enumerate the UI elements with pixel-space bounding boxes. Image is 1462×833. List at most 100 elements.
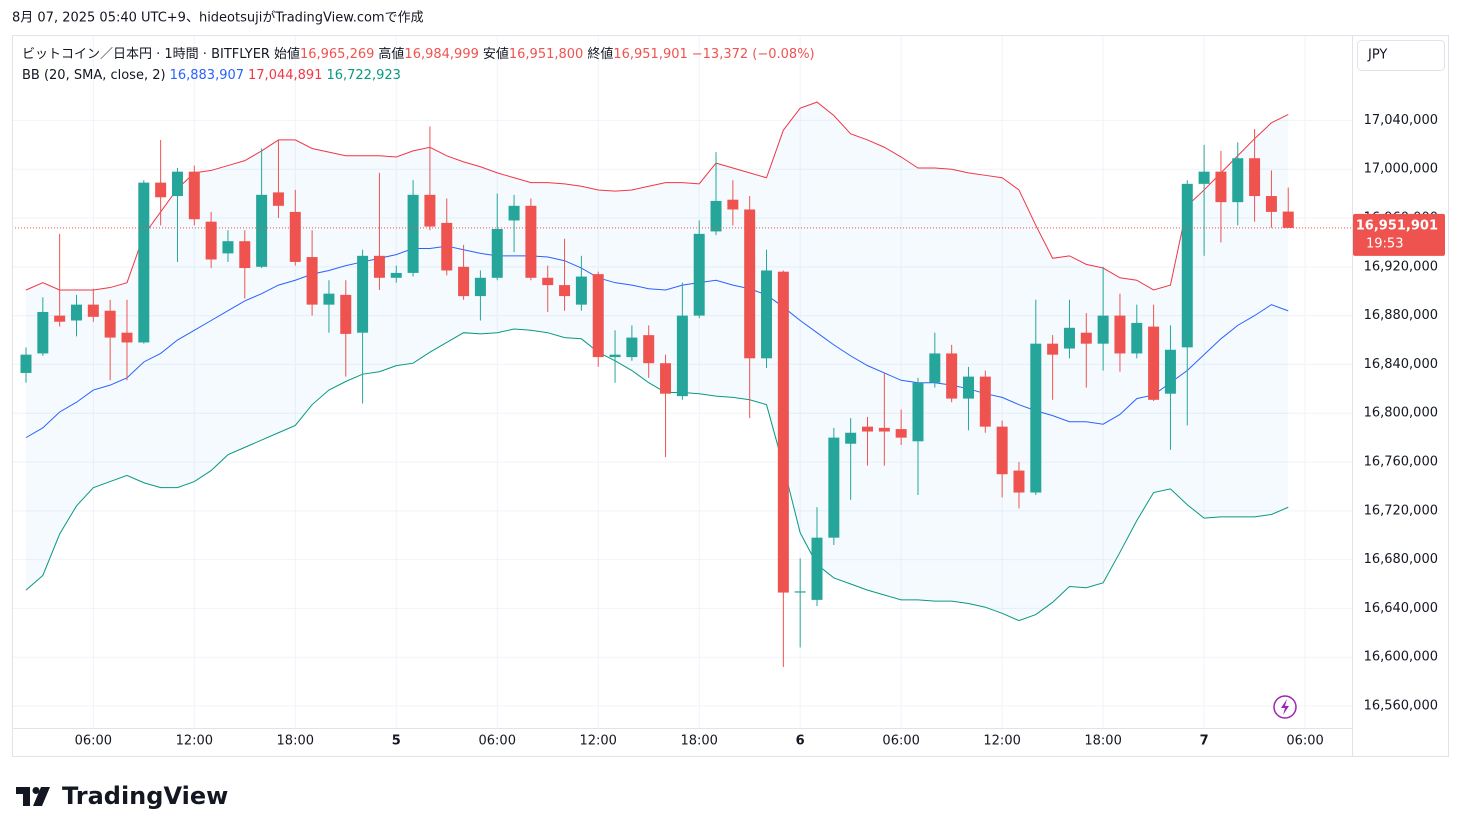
candle-body bbox=[104, 310, 116, 338]
chart-frame bbox=[12, 35, 1449, 757]
candle-body bbox=[895, 429, 907, 438]
alert-bolt[interactable] bbox=[1281, 699, 1289, 715]
price-tag-countdown: 19:53 bbox=[1366, 236, 1403, 251]
ohlc-change: −13,372 (−0.08%) bbox=[691, 47, 815, 62]
candle-body bbox=[761, 270, 773, 359]
brand-logo bbox=[16, 787, 50, 806]
candle-body bbox=[592, 274, 604, 358]
x-tick-label: 18:00 bbox=[680, 734, 717, 749]
candle-body bbox=[1215, 171, 1227, 203]
bands-value: 17,044,891 bbox=[248, 68, 323, 83]
candle-body bbox=[542, 277, 554, 286]
ohlc-value: 16,965,269 bbox=[299, 47, 375, 62]
candle-body bbox=[962, 376, 974, 399]
y-tick-label: 16,920,000 bbox=[1364, 259, 1438, 274]
band-line bbox=[25, 101, 1289, 291]
candle-body bbox=[996, 426, 1008, 475]
x-tick-label: 18:00 bbox=[277, 734, 314, 749]
price-tag bbox=[1353, 213, 1445, 256]
candle-body bbox=[862, 426, 873, 432]
candle-body bbox=[1047, 343, 1059, 355]
candle-body bbox=[239, 241, 251, 269]
currency-button[interactable] bbox=[1357, 40, 1445, 71]
candle-body bbox=[828, 437, 840, 538]
candle-body bbox=[744, 209, 756, 359]
y-tick-label: 16,640,000 bbox=[1364, 601, 1438, 616]
x-tick-label: 06:00 bbox=[1286, 734, 1323, 749]
y-tick-label: 17,040,000 bbox=[1364, 113, 1438, 128]
candle-body bbox=[272, 192, 284, 206]
x-tick-label: 7 bbox=[1200, 734, 1209, 749]
candle-body bbox=[188, 171, 200, 220]
candle-body bbox=[441, 222, 453, 271]
x-tick-label: 06:00 bbox=[479, 734, 516, 749]
candle-body bbox=[155, 182, 167, 198]
candle-body bbox=[256, 194, 268, 267]
y-tick-label: 16,600,000 bbox=[1364, 650, 1438, 665]
candle-body bbox=[912, 382, 924, 442]
candle-body bbox=[458, 266, 470, 297]
bands-value: 16,883,907 bbox=[169, 68, 245, 83]
candle-body bbox=[1114, 315, 1126, 354]
candle-body bbox=[373, 255, 385, 278]
candle-body bbox=[1249, 158, 1261, 197]
candle-body bbox=[1265, 196, 1277, 212]
candle-body bbox=[474, 277, 486, 297]
brand-name: TradingView bbox=[62, 782, 228, 810]
x-tick-label: 6 bbox=[796, 734, 805, 749]
candle-body bbox=[121, 332, 133, 343]
candle-body bbox=[222, 241, 234, 254]
bands-label: BB (20, SMA, close, 2) bbox=[22, 68, 166, 83]
candle-body bbox=[424, 194, 436, 227]
ohlc-label: 安値 bbox=[482, 47, 509, 62]
ohlc-value: 16,951,901 bbox=[613, 47, 688, 62]
candle-body bbox=[289, 211, 301, 262]
candle-body bbox=[340, 294, 352, 334]
candle-body bbox=[710, 200, 722, 232]
logo-shape bbox=[16, 787, 30, 806]
x-tick-label: 06:00 bbox=[882, 734, 919, 749]
bands-legend: BB (20, SMA, close, 2) 16,883,907 17,044,8… bbox=[22, 65, 819, 86]
alert-circle[interactable] bbox=[1273, 695, 1297, 719]
x-tick-label: 06:00 bbox=[75, 734, 112, 749]
currency-label[interactable]: JPY bbox=[1367, 48, 1387, 63]
bands-value: 16,722,923 bbox=[326, 68, 401, 83]
candle-body bbox=[777, 271, 789, 593]
candle-body bbox=[54, 315, 66, 322]
candle-body bbox=[676, 315, 688, 397]
candle-body bbox=[87, 304, 99, 317]
alert-icon[interactable] bbox=[1273, 695, 1297, 719]
logo-dot bbox=[32, 787, 40, 794]
candle-body bbox=[643, 335, 655, 364]
candle-body bbox=[171, 171, 183, 197]
y-tick-label: 16,880,000 bbox=[1364, 308, 1438, 323]
x-tick-label: 12:00 bbox=[579, 734, 616, 749]
ohlc-label: 高値 bbox=[378, 47, 405, 62]
candle-body bbox=[525, 205, 537, 278]
band-fill bbox=[26, 102, 1289, 621]
candle-body bbox=[693, 233, 705, 316]
candle-body bbox=[1232, 158, 1244, 203]
symbol-title: ビットコイン／日本円 · 1時間 · BITFLYER bbox=[22, 47, 270, 62]
y-tick-label: 16,800,000 bbox=[1364, 406, 1438, 421]
y-tick-label: 16,720,000 bbox=[1364, 503, 1438, 518]
candle-body bbox=[878, 427, 890, 432]
grid bbox=[12, 35, 1352, 728]
candle-body bbox=[1131, 322, 1143, 354]
candle-body bbox=[946, 353, 958, 399]
x-tick-label: 5 bbox=[392, 734, 401, 749]
candle-body bbox=[357, 255, 369, 333]
candle-body bbox=[1080, 332, 1092, 344]
y-tick-label: 17,000,000 bbox=[1364, 162, 1438, 177]
candle-body bbox=[1097, 315, 1109, 344]
candle-body bbox=[205, 221, 217, 260]
candle-body bbox=[1148, 326, 1160, 400]
candle-body bbox=[323, 293, 335, 305]
ohlc-label: 終値 bbox=[587, 47, 614, 62]
candle-body bbox=[37, 311, 49, 354]
candle-body bbox=[559, 285, 571, 297]
candle-body bbox=[794, 591, 806, 593]
candle-body bbox=[491, 228, 503, 278]
